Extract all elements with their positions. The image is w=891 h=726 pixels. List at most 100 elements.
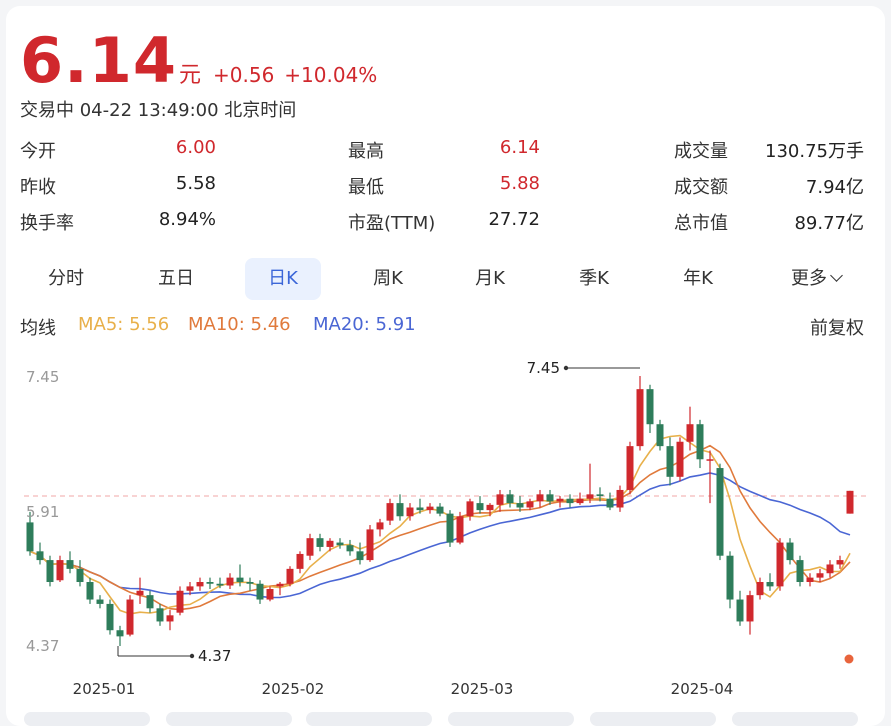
current-price: 6.14 (20, 24, 177, 97)
stats-row: 换手率 8.94% 市盈(TTM) 27.72 总市值 89.77亿 (20, 209, 864, 245)
candle-body (706, 459, 714, 461)
ma20-line (29, 472, 851, 599)
stat-label-prev-close: 昨收 (20, 177, 56, 198)
ma10-line (29, 444, 851, 611)
bottom-pill[interactable] (448, 712, 574, 726)
x-tick-label: 2025-04 (671, 680, 734, 698)
stat-label-market-cap: 总市值 (674, 213, 728, 234)
candle-body (366, 529, 374, 561)
candle-body (406, 507, 414, 517)
bottom-pill[interactable] (306, 712, 432, 726)
candle-body (276, 583, 284, 587)
candle-body (736, 599, 744, 622)
candle-body (36, 551, 44, 561)
candle-body (236, 577, 244, 583)
stat-value-turnover-rate: 8.94% (158, 209, 216, 230)
price-change: +0.56 (213, 63, 275, 87)
candle-body (176, 590, 184, 613)
candle-body (836, 560, 844, 565)
candle-body (126, 599, 134, 635)
tab-yearly-k[interactable]: 年K (683, 268, 713, 289)
x-tick-label: 2025-01 (73, 680, 136, 698)
y-tick-label: 4.37 (26, 637, 59, 655)
candle-body (726, 555, 734, 600)
candle-body (666, 446, 674, 477)
candle-body (796, 560, 804, 583)
price-row: 6.14 元 +0.56 +10.04% (20, 30, 387, 92)
live-dot (844, 654, 854, 664)
candle-body (26, 522, 34, 552)
candle-body (346, 545, 354, 552)
bottom-pill[interactable] (24, 712, 150, 726)
tab-more-label: 更多 (791, 268, 827, 289)
candle-body (266, 589, 274, 600)
stat-label-pe-ttm: 市盈(TTM) (348, 213, 436, 234)
candle-body (226, 577, 234, 586)
candle-body (356, 551, 364, 561)
high-annotation-label: 7.45 (527, 359, 560, 377)
candle-body (546, 494, 554, 502)
bottom-pill[interactable] (590, 712, 716, 726)
candle-body (96, 599, 104, 604)
candle-body (306, 538, 314, 556)
price-unit: 元 (178, 63, 201, 88)
candle-body (316, 538, 324, 547)
period-tabs: 分时 五日 日K 周K 月K 季K 年K 更多 (20, 258, 860, 300)
candle-body (436, 506, 444, 514)
bottom-pill[interactable] (166, 712, 292, 726)
y-tick-label: 7.45 (26, 368, 59, 386)
trading-status: 交易中 04-22 13:49:00 北京时间 (20, 100, 297, 121)
candle-body (446, 513, 454, 543)
tab-weekly-k[interactable]: 周K (373, 268, 403, 289)
candle-body (166, 615, 174, 622)
candle-body (66, 560, 74, 569)
y-tick-label: 5.91 (26, 503, 59, 521)
candle-body (396, 503, 404, 517)
candle-body (286, 568, 294, 584)
low-annotation-dot (189, 653, 195, 659)
candle-body (776, 542, 784, 587)
candle-body (766, 582, 774, 587)
candle-body (456, 516, 464, 543)
tab-daily-k[interactable]: 日K (245, 258, 321, 300)
candle-body (496, 494, 504, 505)
candle-body (56, 560, 64, 581)
stat-label-high: 最高 (348, 141, 384, 162)
candle-body (506, 494, 514, 504)
stats-grid: 今开 6.00 最高 6.14 成交量 130.75万手 昨收 5.58 最低 … (20, 137, 864, 245)
high-annotation-dot (563, 365, 569, 371)
candle-body (476, 503, 484, 511)
stats-row: 今开 6.00 最高 6.14 成交量 130.75万手 (20, 137, 864, 173)
candle-body (576, 498, 584, 504)
adjust-mode-button[interactable]: 前复权 (810, 318, 864, 339)
ma20-value: MA20: 5.91 (313, 314, 416, 335)
low-annotation-label: 4.37 (198, 647, 231, 665)
candle-body (136, 590, 144, 596)
candle-body (296, 553, 304, 569)
candle-body (806, 577, 814, 583)
stat-value-prev-close: 5.58 (175, 173, 216, 194)
ma5-value: MA5: 5.56 (78, 314, 170, 335)
candle-body (816, 573, 824, 578)
candle-body (616, 489, 624, 508)
candle-body (846, 490, 854, 514)
tab-five-day[interactable]: 五日 (158, 268, 194, 289)
candle-body (556, 498, 564, 502)
candle-body (786, 542, 794, 561)
tab-more[interactable]: 更多 (770, 258, 862, 300)
tab-monthly-k[interactable]: 月K (475, 268, 505, 289)
candle-body (206, 582, 214, 584)
stat-label-volume: 成交量 (674, 141, 728, 162)
candle-body (686, 424, 694, 442)
candle-body (336, 542, 344, 546)
candle-body (246, 582, 254, 584)
candle-body (756, 582, 764, 596)
bottom-pill[interactable] (732, 712, 858, 726)
tab-intraday[interactable]: 分时 (48, 268, 84, 289)
candle-body (516, 503, 524, 508)
candle-body (196, 582, 204, 587)
tab-quarterly-k[interactable]: 季K (579, 268, 609, 289)
candle-body (586, 494, 594, 499)
candle-body (146, 595, 154, 609)
candle-body (256, 583, 264, 600)
